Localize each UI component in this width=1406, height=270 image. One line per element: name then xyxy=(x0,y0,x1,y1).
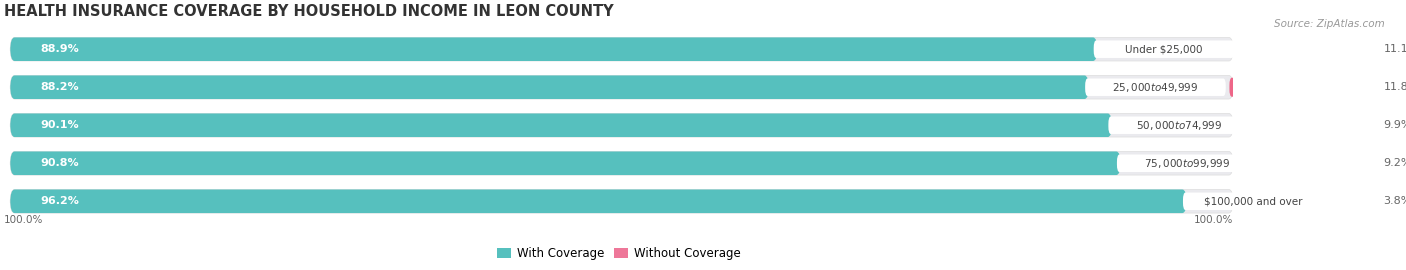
FancyBboxPatch shape xyxy=(1327,192,1374,211)
Text: 96.2%: 96.2% xyxy=(41,196,80,206)
FancyBboxPatch shape xyxy=(10,113,1112,137)
Text: 9.9%: 9.9% xyxy=(1384,120,1406,130)
FancyBboxPatch shape xyxy=(10,190,1187,213)
FancyBboxPatch shape xyxy=(10,38,1233,61)
Text: HEALTH INSURANCE COVERAGE BY HOUSEHOLD INCOME IN LEON COUNTY: HEALTH INSURANCE COVERAGE BY HOUSEHOLD I… xyxy=(4,4,614,19)
FancyBboxPatch shape xyxy=(1229,78,1374,97)
Text: Under $25,000: Under $25,000 xyxy=(1125,44,1202,54)
Text: 3.8%: 3.8% xyxy=(1384,196,1406,206)
FancyBboxPatch shape xyxy=(1253,116,1374,135)
Text: 9.2%: 9.2% xyxy=(1384,158,1406,168)
FancyBboxPatch shape xyxy=(10,151,1233,175)
FancyBboxPatch shape xyxy=(1116,154,1257,172)
FancyBboxPatch shape xyxy=(1085,79,1226,96)
FancyBboxPatch shape xyxy=(10,75,1088,99)
Text: $100,000 and over: $100,000 and over xyxy=(1204,196,1302,206)
Text: 100.0%: 100.0% xyxy=(1194,215,1233,225)
FancyBboxPatch shape xyxy=(10,151,1121,175)
Text: 90.8%: 90.8% xyxy=(41,158,80,168)
FancyBboxPatch shape xyxy=(10,113,1233,137)
FancyBboxPatch shape xyxy=(1094,40,1234,58)
FancyBboxPatch shape xyxy=(10,38,1097,61)
FancyBboxPatch shape xyxy=(1261,154,1374,173)
Text: 88.2%: 88.2% xyxy=(41,82,80,92)
Text: 11.8%: 11.8% xyxy=(1384,82,1406,92)
Text: 88.9%: 88.9% xyxy=(41,44,80,54)
Text: 100.0%: 100.0% xyxy=(4,215,44,225)
FancyBboxPatch shape xyxy=(10,190,1233,213)
FancyBboxPatch shape xyxy=(1108,116,1249,134)
Text: 90.1%: 90.1% xyxy=(41,120,80,130)
Text: Source: ZipAtlas.com: Source: ZipAtlas.com xyxy=(1274,19,1385,29)
FancyBboxPatch shape xyxy=(10,75,1233,99)
FancyBboxPatch shape xyxy=(1239,40,1374,59)
Text: $50,000 to $74,999: $50,000 to $74,999 xyxy=(1136,119,1222,132)
Text: 11.1%: 11.1% xyxy=(1384,44,1406,54)
FancyBboxPatch shape xyxy=(1182,193,1323,210)
Text: $75,000 to $99,999: $75,000 to $99,999 xyxy=(1144,157,1230,170)
Text: $25,000 to $49,999: $25,000 to $49,999 xyxy=(1112,81,1198,94)
Legend: With Coverage, Without Coverage: With Coverage, Without Coverage xyxy=(492,242,745,264)
